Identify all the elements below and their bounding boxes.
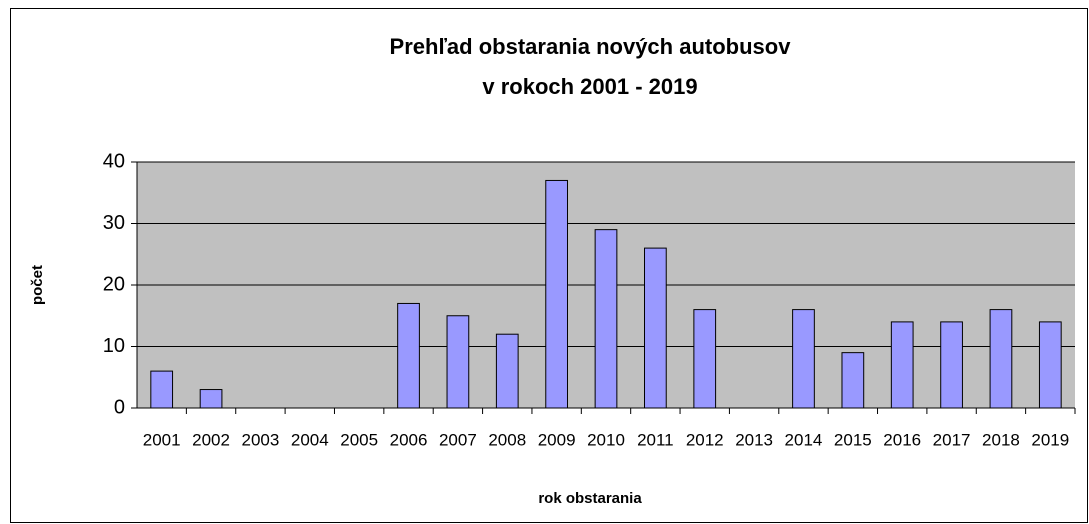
bar xyxy=(693,309,717,409)
x-tick-label: 2012 xyxy=(686,430,724,449)
x-tick-label: 2008 xyxy=(488,430,526,449)
y-tick-label: 20 xyxy=(103,273,125,295)
x-tick-label: 2016 xyxy=(883,430,921,449)
bar xyxy=(1038,321,1062,409)
x-tick-label: 2010 xyxy=(587,430,625,449)
x-tick-label: 2011 xyxy=(637,430,674,449)
bar xyxy=(397,302,420,409)
x-tick-label: 2006 xyxy=(390,430,428,449)
x-tick-label: 2015 xyxy=(834,430,872,449)
bar xyxy=(792,309,815,409)
y-tick-label: 30 xyxy=(103,212,125,234)
bar xyxy=(150,370,174,409)
bar xyxy=(989,309,1013,409)
x-tick-label: 2013 xyxy=(735,430,773,449)
x-tick-label: 2005 xyxy=(340,430,378,449)
x-tick-label: 2004 xyxy=(291,430,329,449)
x-tick-label: 2019 xyxy=(1031,430,1069,449)
x-tick-label: 2003 xyxy=(242,430,280,449)
x-tick-label: 2001 xyxy=(143,430,181,449)
bar xyxy=(644,247,667,409)
x-tick-label: 2018 xyxy=(982,430,1020,449)
x-tick-label: 2002 xyxy=(192,430,230,449)
bar xyxy=(446,315,470,409)
x-tick-label: 2009 xyxy=(538,430,576,449)
bar xyxy=(890,321,914,409)
bar xyxy=(594,229,618,409)
x-tick-label: 2007 xyxy=(439,430,477,449)
bar xyxy=(199,389,223,409)
bar xyxy=(940,321,963,409)
bar xyxy=(545,179,568,409)
chart-title: v rokoch 2001 - 2019 xyxy=(482,74,697,99)
x-tick-label: 2014 xyxy=(785,430,823,449)
y-axis-label: počet xyxy=(29,265,46,305)
bar xyxy=(841,352,865,409)
y-tick-label: 40 xyxy=(103,150,125,172)
x-tick-label: 2017 xyxy=(933,430,971,449)
y-tick-label: 0 xyxy=(114,396,125,418)
chart-title: Prehľad obstarania nových autobusov xyxy=(390,34,792,59)
y-tick-label: 10 xyxy=(103,335,125,357)
bar xyxy=(495,333,519,409)
x-axis-label: rok obstarania xyxy=(538,490,642,507)
